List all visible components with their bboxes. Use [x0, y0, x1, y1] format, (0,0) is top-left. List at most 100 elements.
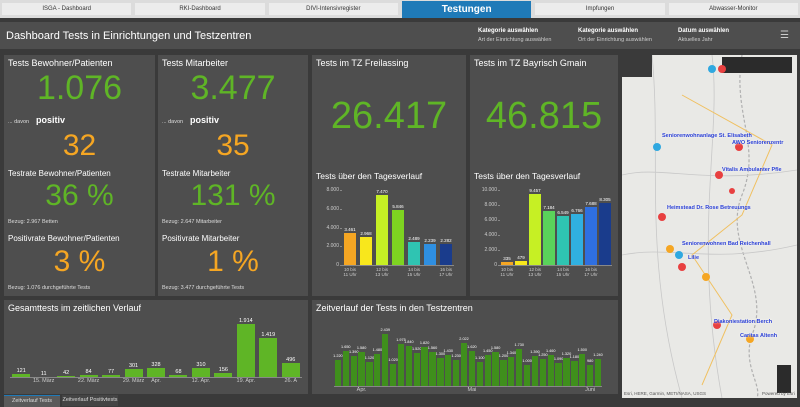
value-label: 6.549 [557, 209, 569, 215]
y-tick-mark [340, 246, 342, 247]
value-label: 1.000 [522, 358, 532, 363]
tab-bar: ISGA - Dashboard RKI-Dashboard DIVI-Intens… [0, 0, 800, 18]
value-label: 6.766 [571, 208, 583, 214]
tab[interactable]: Impfungen [535, 3, 665, 15]
value-label: 8.305 [599, 196, 611, 202]
x-tick-label: 12 bis 13 Uhr [375, 267, 389, 277]
bar [382, 333, 389, 386]
value-label: 479 [517, 255, 525, 261]
value-label: 1.340 [506, 351, 517, 356]
y-tick-label: 2.000 [484, 247, 497, 253]
selector-label[interactable]: Kategorie auswählen [578, 28, 639, 34]
bar [571, 214, 583, 265]
bar [563, 357, 570, 386]
header: Dashboard Tests in Einrichtungen und Tes… [0, 22, 800, 49]
panel-title: Tests im TZ Freilassing [316, 58, 409, 68]
bar [423, 244, 437, 265]
value-label: 1.100 [475, 356, 485, 361]
x-tick-label: 12 bis 13 Uhr [528, 267, 542, 277]
panel-tz-freilassing: Tests im TZ Freilassing 26.417 Tests über … [312, 55, 466, 296]
value-label: 84 [85, 368, 92, 375]
value-label: 1.180 [569, 354, 580, 359]
value-label: 3.461 [344, 226, 356, 232]
x-tick-label: 14 bis 15 Uhr [556, 267, 570, 277]
rate-label: Testrate Bewohner/Patienten [8, 169, 111, 178]
value-label: 301 [128, 362, 139, 369]
bottom-tab[interactable]: Zeitverlauf Positivtests [62, 395, 118, 406]
value-label: 1.914 [238, 318, 253, 325]
bar [79, 374, 98, 377]
bar [587, 364, 594, 386]
value-label: 1.090 [553, 356, 564, 361]
value-label: 328 [151, 361, 161, 368]
bar [375, 194, 389, 265]
value-label: 1.430 [443, 349, 454, 354]
chart-title: Tests über den Tagesverlauf [316, 171, 423, 181]
map-attribution: Esri, HERE, Garmin, METI/NASA, USGS [624, 391, 707, 396]
bar [391, 210, 405, 265]
value-label: 1.390 [530, 350, 540, 355]
x-tick-label: Mai [467, 387, 477, 393]
tab[interactable]: Abwasser-Monitor [668, 3, 798, 15]
bar [169, 375, 188, 377]
tab[interactable]: RKI-Dashboard [135, 3, 265, 15]
value-label: 156 [218, 366, 228, 373]
value-label: 7.470 [376, 188, 388, 194]
selector-label[interactable]: Datum auswählen [678, 28, 730, 34]
value-label: 1.419 [261, 331, 276, 338]
selector-sub[interactable]: Ort der Einrichtung auswählen [578, 37, 652, 43]
bar [343, 232, 357, 265]
bar [359, 237, 373, 265]
bar [579, 353, 586, 386]
value-label: 42 [63, 369, 70, 376]
total: 46.815 [485, 95, 603, 137]
y-tick-mark [340, 227, 342, 228]
bar [555, 362, 562, 386]
map-label: AWO Seniorenzentr [732, 140, 784, 146]
bar [413, 353, 420, 386]
value-label: 1.020 [388, 358, 398, 363]
selector-sub[interactable]: Aktuelles Jahr [678, 37, 713, 43]
positive: 35 [216, 129, 250, 162]
y-tick-label: 4.000 [326, 224, 339, 231]
pos-rate-basis: Bezug: 1.076 durchgeführte Tests [8, 285, 91, 291]
bar [397, 343, 405, 386]
value-label: 2.022 [459, 336, 469, 341]
x-tick-label: 14 bis 15 Uhr [407, 267, 421, 277]
y-tick-mark [340, 265, 342, 266]
map[interactable]: Esri, HERE, Garmin, METI/NASA, USGS Powe… [622, 55, 797, 398]
y-tick-label: 2.000 [326, 243, 339, 250]
selector-label[interactable]: Kategorie auswählen [478, 28, 539, 34]
y-tick-mark [498, 265, 500, 266]
panel-title: Zeitverlauf der Tests in den Testzentren [316, 303, 473, 313]
x-axis [342, 265, 454, 266]
value-label: 1.120 [364, 355, 375, 360]
value-label: 1.300 [435, 352, 446, 357]
map-label: Vitalis Ambulanter Pfle [722, 167, 782, 173]
bar [453, 359, 460, 386]
bar [594, 359, 602, 386]
y-tick-mark [498, 235, 500, 236]
tab[interactable]: Testungen [402, 1, 532, 18]
bar [366, 361, 373, 386]
bar [342, 350, 349, 386]
value-label: 11 [40, 370, 47, 377]
x-tick-label: 10 bis 11 Uhr [500, 267, 514, 277]
map-background [622, 55, 797, 398]
x-tick-label: Juni [585, 387, 596, 393]
value-label: 1.580 [356, 346, 367, 351]
bar [516, 348, 523, 386]
header-title: Dashboard Tests in Einrichtungen und Tes… [6, 30, 252, 42]
bottom-tab[interactable]: Zeitverlauf Tests [4, 395, 60, 407]
bar [102, 374, 121, 377]
x-tick-label: 15. März [32, 378, 55, 384]
bar [191, 368, 210, 377]
tab[interactable]: ISGA - Dashboard [2, 3, 132, 15]
value-label: 1.560 [427, 346, 438, 351]
x-axis [334, 386, 602, 387]
menu-icon[interactable]: ☰ [780, 30, 789, 41]
tab[interactable]: DIVI-Intensivregister [268, 3, 398, 15]
selector-sub[interactable]: Art der Einrichtung auswählen [478, 37, 552, 43]
value-label: 980 [587, 358, 594, 363]
